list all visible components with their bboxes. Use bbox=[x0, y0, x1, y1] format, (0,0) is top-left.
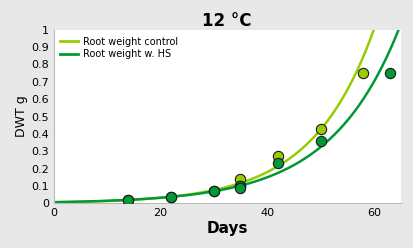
Point bbox=[237, 184, 244, 188]
Point bbox=[237, 184, 244, 188]
X-axis label: Days: Days bbox=[206, 221, 248, 236]
Point bbox=[168, 195, 174, 199]
Point bbox=[211, 189, 217, 193]
Point bbox=[317, 139, 324, 143]
Point bbox=[317, 127, 324, 131]
Point bbox=[168, 195, 174, 199]
Point bbox=[387, 71, 393, 75]
Point bbox=[125, 198, 132, 202]
Point bbox=[125, 198, 132, 202]
Y-axis label: DWT g: DWT g bbox=[15, 96, 28, 137]
Point bbox=[275, 161, 281, 165]
Point bbox=[360, 71, 367, 75]
Point bbox=[237, 186, 244, 190]
Point bbox=[275, 155, 281, 158]
Title: 12 °C: 12 °C bbox=[202, 12, 252, 30]
Legend: Root weight control, Root weight w. HS: Root weight control, Root weight w. HS bbox=[59, 35, 180, 62]
Point bbox=[237, 177, 244, 181]
Point bbox=[211, 189, 217, 193]
